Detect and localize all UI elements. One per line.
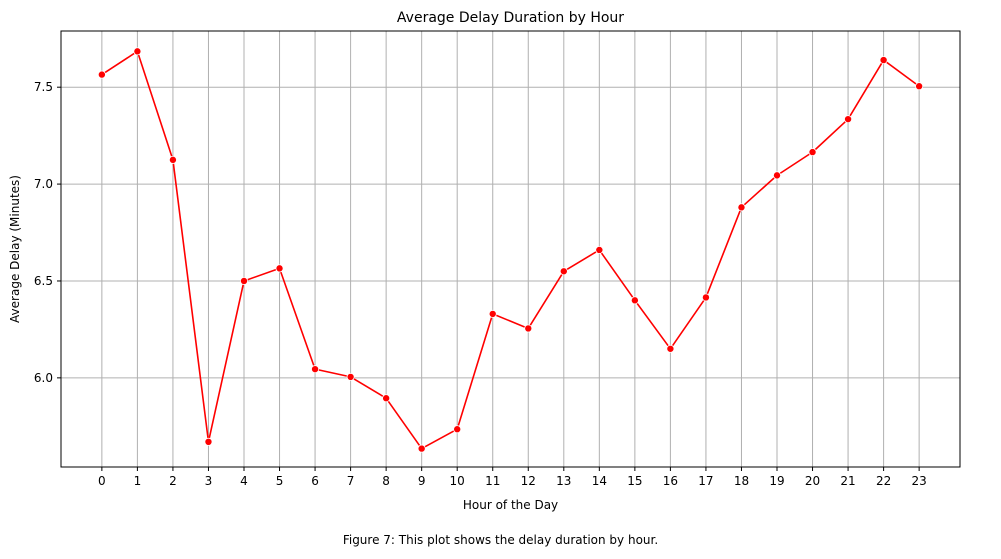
data-point — [311, 365, 320, 374]
data-point — [630, 296, 639, 305]
x-tick-label: 22 — [876, 474, 891, 488]
figure-caption: Figure 7: This plot shows the delay dura… — [342, 533, 659, 547]
series-line — [101, 50, 920, 450]
plot-frame — [60, 30, 961, 468]
x-tick-label: 16 — [663, 474, 678, 488]
data-point — [488, 309, 497, 318]
x-tick-label: 15 — [627, 474, 642, 488]
data-point — [239, 276, 248, 285]
data-point — [417, 444, 426, 453]
x-tick-label: 6 — [311, 474, 319, 488]
chart-title: Average Delay Duration by Hour — [397, 10, 624, 26]
x-tick-label: 20 — [805, 474, 820, 488]
data-point — [524, 324, 533, 333]
data-point — [453, 425, 462, 434]
data-point — [559, 267, 568, 276]
x-tick-label: 3 — [205, 474, 213, 488]
line-chart: 0 1 2 3 4 5 6 7 8 9 10 11 12 13 14 15 16 17 18 19 20 21 22 236.… — [8, 10, 961, 512]
x-tick-label: 4 — [240, 474, 248, 488]
data-point — [133, 47, 142, 56]
data-point — [97, 70, 106, 79]
series-marker-layer — [97, 47, 924, 453]
data-point — [275, 264, 284, 273]
data-point — [879, 56, 888, 65]
y-axis-label: Average Delay (Minutes) — [8, 175, 22, 323]
x-tick-label: 1 — [134, 474, 142, 488]
grid — [61, 31, 960, 467]
data-point — [701, 293, 710, 302]
data-point — [168, 155, 177, 164]
x-tick-label: 18 — [734, 474, 749, 488]
x-tick-label: 12 — [521, 474, 536, 488]
data-point — [915, 82, 924, 91]
data-point — [382, 394, 391, 403]
x-tick-label: 7 — [347, 474, 355, 488]
series-line-layer — [101, 50, 920, 450]
data-point — [346, 372, 355, 381]
data-point — [666, 344, 675, 353]
y-tick-label: 7.5 — [34, 80, 53, 94]
x-tick-label: 10 — [450, 474, 465, 488]
x-tick-label: 11 — [485, 474, 500, 488]
x-tick-label: 5 — [276, 474, 284, 488]
x-tick-label: 23 — [911, 474, 926, 488]
x-tick-label: 9 — [418, 474, 426, 488]
data-point — [737, 203, 746, 212]
x-tick-label: 21 — [840, 474, 855, 488]
axis-ticks: 0 1 2 3 4 5 6 7 8 9 10 11 12 13 14 15 16 17 18 19 20 21 22 236.… — [34, 80, 927, 488]
data-point — [844, 115, 853, 124]
data-point — [204, 437, 213, 446]
x-tick-label: 17 — [698, 474, 713, 488]
x-tick-label: 0 — [98, 474, 106, 488]
x-tick-label: 14 — [592, 474, 607, 488]
x-tick-label: 19 — [769, 474, 784, 488]
data-point — [595, 245, 604, 254]
x-tick-label: 8 — [382, 474, 390, 488]
x-axis-label: Hour of the Day — [463, 498, 558, 512]
x-tick-label: 13 — [556, 474, 571, 488]
x-tick-label: 2 — [169, 474, 177, 488]
y-tick-label: 6.5 — [34, 274, 53, 288]
y-tick-label: 6.0 — [34, 371, 53, 385]
y-tick-label: 7.0 — [34, 177, 53, 191]
data-point — [773, 171, 782, 180]
data-point — [808, 148, 817, 157]
